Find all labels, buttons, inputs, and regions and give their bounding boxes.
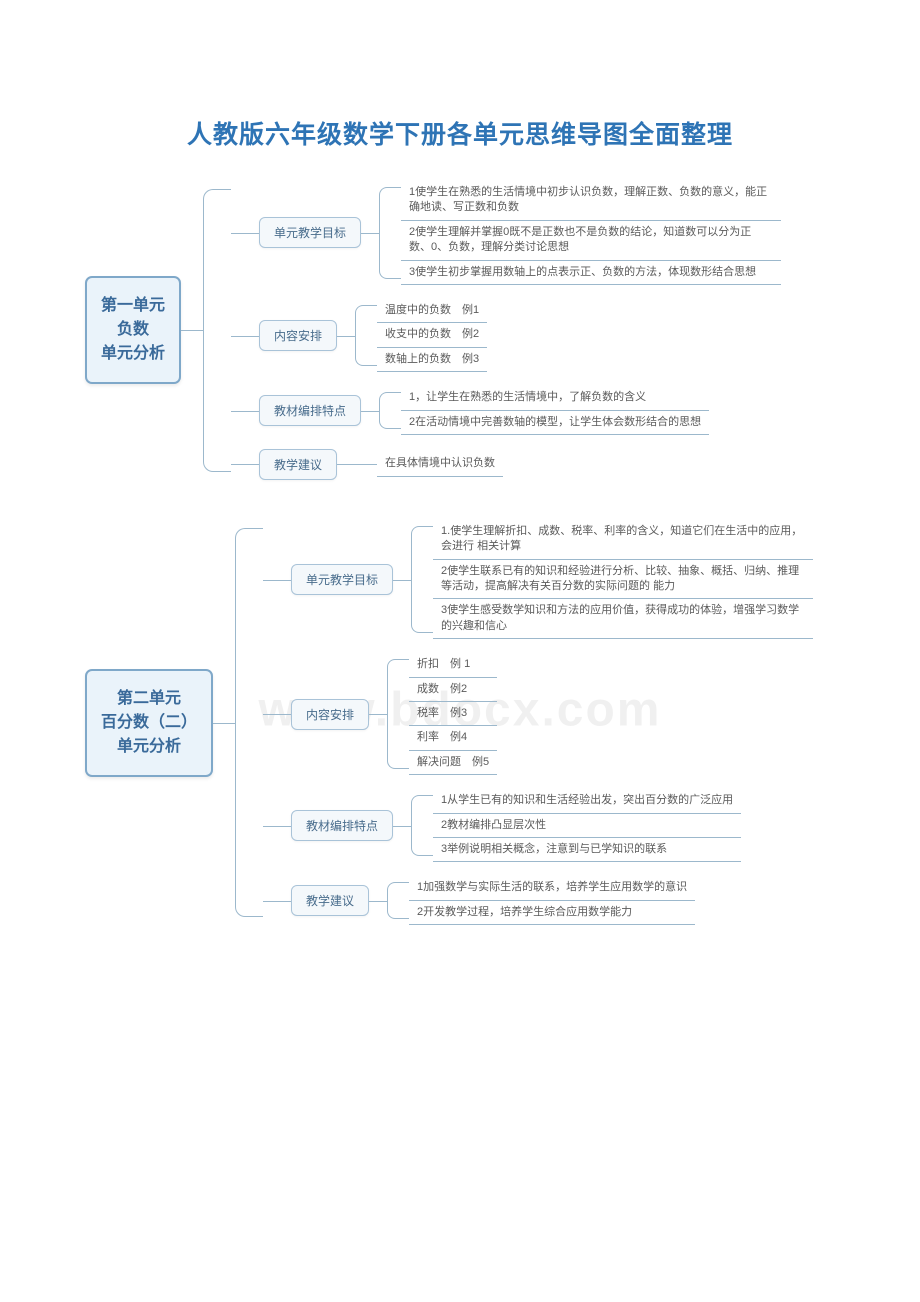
page-title: 人教版六年级数学下册各单元思维导图全面整理	[0, 115, 920, 151]
branch-node: 单元教学目标	[291, 564, 393, 595]
branch-node: 单元教学目标	[259, 217, 361, 248]
document-page: 人教版六年级数学下册各单元思维导图全面整理 www.bdocx.com 第一单元…	[0, 0, 920, 1302]
leaf-node: 2使学生理解并掌握0既不是正数也不是负数的结论，知道数可以分为正数、0、负数，理…	[401, 221, 781, 261]
mindmap: 第一单元负数单元分析 单元教学目标 1使学生在熟悉的生活情境中初步认识负数，理解正数…	[85, 181, 920, 480]
branch-node: 教材编排特点	[291, 810, 393, 841]
leaf-node: 税率 例3	[409, 702, 497, 726]
leaf-node: 在具体情境中认识负数	[377, 452, 503, 476]
branch-node: 教学建议	[291, 885, 369, 916]
leaf-node: 解决问题 例5	[409, 751, 497, 775]
leaf-node: 2教材编排凸显层次性	[433, 814, 741, 838]
leaf-node: 3使学生感受数学知识和方法的应用价值，获得成功的体验，增强学习数学的兴趣和信心	[433, 599, 813, 639]
leaf-node: 1.使学生理解折扣、成数、税率、利率的含义，知道它们在生活中的应用，会进行 相关…	[433, 520, 813, 560]
branch-node: 教学建议	[259, 449, 337, 480]
mindmap: 第二单元百分数（二）单元分析 单元教学目标 1.使学生理解折扣、成数、税率、利率的含…	[85, 520, 920, 925]
leaf-node: 1，让学生在熟悉的生活情境中，了解负数的含义	[401, 386, 709, 410]
leaf-node: 2使学生联系已有的知识和经验进行分析、比较、抽象、概括、归纳、推理等活动，提高解…	[433, 560, 813, 600]
branch-node: 内容安排	[259, 320, 337, 351]
branch-node: 内容安排	[291, 699, 369, 730]
leaf-node: 2在活动情境中完善数轴的模型，让学生体会数形结合的思想	[401, 411, 709, 435]
leaf-node: 2开发教学过程，培养学生综合应用数学能力	[409, 901, 695, 925]
root-node: 第一单元负数单元分析	[85, 276, 181, 384]
leaf-node: 温度中的负数 例1	[377, 299, 487, 323]
leaf-node: 3举例说明相关概念，注意到与已学知识的联系	[433, 838, 741, 862]
leaf-node: 收支中的负数 例2	[377, 323, 487, 347]
leaf-node: 成数 例2	[409, 678, 497, 702]
root-node: 第二单元百分数（二）单元分析	[85, 669, 213, 777]
leaf-node: 利率 例4	[409, 726, 497, 750]
leaf-node: 1加强数学与实际生活的联系，培养学生应用数学的意识	[409, 876, 695, 900]
branch-node: 教材编排特点	[259, 395, 361, 426]
mindmaps-container: 第一单元负数单元分析单元教学目标1使学生在熟悉的生活情境中初步认识负数，理解正数…	[0, 181, 920, 925]
leaf-node: 数轴上的负数 例3	[377, 348, 487, 372]
leaf-node: 折扣 例 1	[409, 653, 497, 677]
leaf-node: 3使学生初步掌握用数轴上的点表示正、负数的方法，体现数形结合思想	[401, 261, 781, 285]
leaf-node: 1从学生已有的知识和生活经验出发，突出百分数的广泛应用	[433, 789, 741, 813]
leaf-node: 1使学生在熟悉的生活情境中初步认识负数，理解正数、负数的意义，能正确地读、写正数…	[401, 181, 781, 221]
